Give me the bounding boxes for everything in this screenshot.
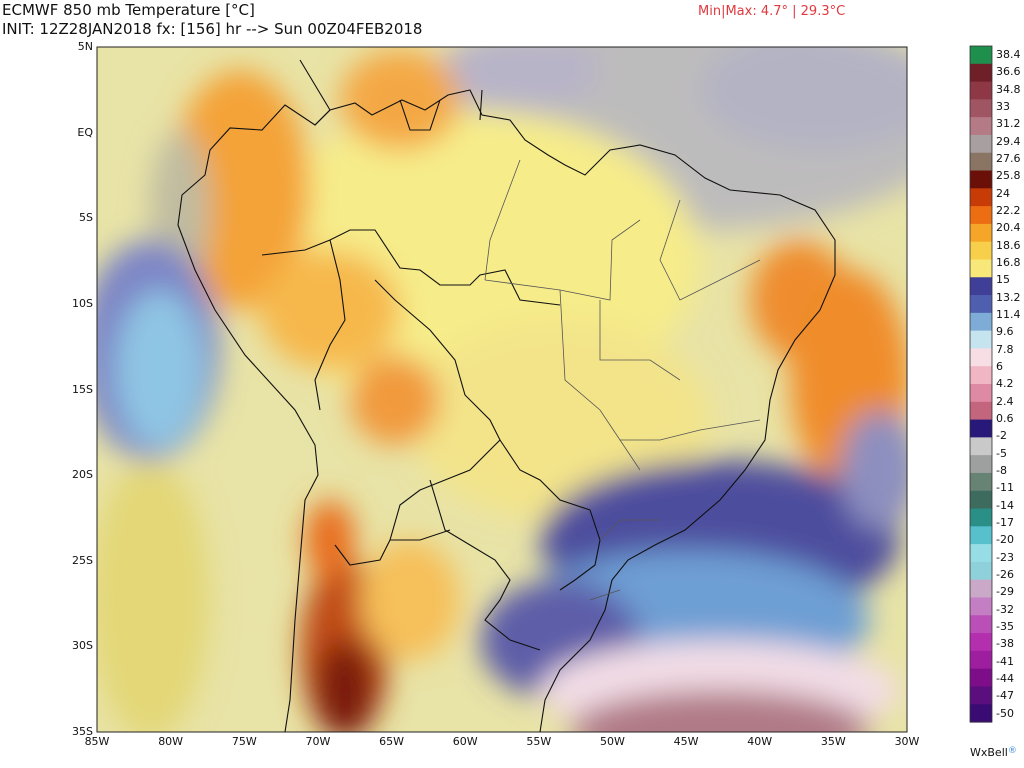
colorbar-label: 29.4: [996, 134, 1021, 148]
map-title: ECMWF 850 mb Temperature [°C] INIT: 12Z2…: [2, 1, 422, 39]
lon-label: 55W: [526, 735, 552, 748]
lon-label: 70W: [305, 735, 331, 748]
colorbar-label: 15: [996, 273, 1010, 287]
colorbar-label: -32: [996, 602, 1014, 616]
colorbar-label: -5: [996, 446, 1007, 460]
colorbar-label: 0.6: [996, 412, 1014, 425]
lon-label: 60W: [452, 735, 478, 748]
lon-label: 30W: [894, 735, 920, 748]
lon-label: 85W: [84, 735, 110, 748]
colorbar-label: 27.6: [996, 152, 1021, 165]
lat-label: 15S: [72, 382, 93, 396]
colorbar-label: -44: [996, 672, 1014, 685]
colorbar-label: -50: [996, 706, 1014, 720]
colorbar-label: -20: [996, 533, 1014, 547]
colorbar-label: 31.2: [996, 117, 1021, 131]
map-frame: [96, 46, 908, 733]
lat-label: 35S: [72, 725, 93, 738]
colorbar-label: 22.2: [996, 204, 1021, 217]
lat-label: 20S: [72, 468, 93, 482]
minmax-readout: Min|Max: 4.7° | 29.3°C: [698, 4, 846, 19]
colorbar-label: -2: [996, 429, 1007, 443]
brand-mark: ®: [1007, 746, 1017, 756]
colorbar-label: 34.8: [996, 82, 1021, 96]
colorbar-label: 24: [996, 186, 1010, 200]
colorbar-label: 7.8: [996, 342, 1014, 356]
colorbar-label: -23: [996, 550, 1014, 564]
colorbar-label: -47: [996, 689, 1014, 703]
colorbar-label: 2.4: [996, 394, 1014, 408]
colorbar-label: 13.2: [996, 290, 1021, 304]
colorbar-label: -11: [996, 481, 1014, 495]
colorbar-label: 9.6: [996, 325, 1014, 339]
coastline-borders: [177, 59, 836, 732]
colorbar-label: 6: [996, 360, 1003, 373]
lat-label: 25S: [72, 553, 93, 567]
colorbar-label: -41: [996, 654, 1014, 668]
colorbar-label: 33: [996, 100, 1010, 113]
colorbar-label: -29: [996, 585, 1014, 599]
lon-label: 40W: [747, 735, 773, 748]
colorbar-label: -26: [996, 568, 1014, 581]
lat-label: 30S: [72, 639, 93, 653]
lon-label: 75W: [231, 735, 257, 748]
lat-label: 5N: [77, 40, 93, 53]
brand-name: WxBell: [970, 746, 1008, 759]
colorbar-label: 38.4: [996, 48, 1021, 61]
lon-label: 45W: [673, 735, 699, 748]
colorbar-label: 36.6: [996, 65, 1021, 79]
lon-label: 50W: [600, 735, 625, 748]
colorbar-label: 25.8: [996, 169, 1021, 183]
colorbar-label: 4.2: [996, 377, 1014, 391]
lon-label: 80W: [158, 735, 184, 748]
lon-label: 65W: [379, 735, 404, 748]
colorbar-label: -14: [996, 498, 1014, 512]
state-borders: [484, 159, 761, 601]
colorbar-label: 11.4: [996, 308, 1021, 321]
lat-label: 10S: [72, 296, 93, 310]
colorbar-label: 20.4: [996, 221, 1021, 235]
title-line-2: INIT: 12Z28JAN2018 fx: [156] hr --> Sun …: [2, 20, 423, 38]
lat-label: EQ: [77, 125, 93, 139]
lon-label: 35W: [820, 735, 846, 748]
temperature-field: [97, 47, 907, 732]
colorbar-label: -17: [996, 516, 1014, 529]
colorbar-label: 16.8: [996, 256, 1021, 269]
colorbar-label: 18.6: [996, 238, 1021, 252]
title-line-1: ECMWF 850 mb Temperature [°C]: [2, 1, 255, 19]
colorbar-label: -35: [996, 620, 1014, 633]
colorbar-label: -8: [996, 464, 1007, 477]
colorbar-label: -38: [996, 637, 1014, 651]
wxbell-logo: WxBell®: [970, 746, 1017, 759]
lat-label: 5S: [79, 211, 93, 225]
